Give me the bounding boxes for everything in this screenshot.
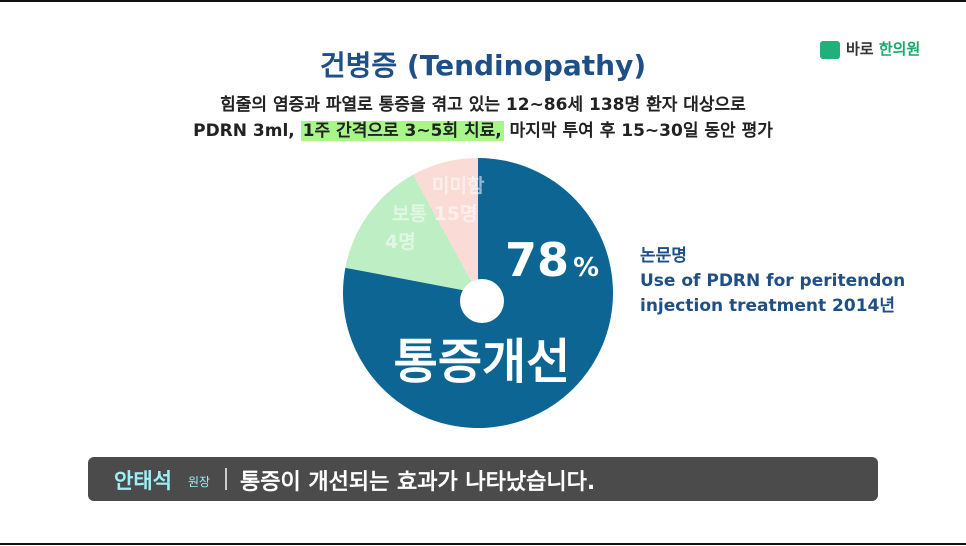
source: 논문명 Use of PDRN for peritendon injection… bbox=[640, 244, 905, 319]
value-number: 78 bbox=[505, 233, 569, 287]
logo-icon bbox=[820, 40, 840, 59]
subtitle-part: 마지막 투여 후 15~30일 동안 평가 bbox=[509, 121, 773, 141]
source-line: Use of PDRN for peritendon bbox=[640, 271, 906, 291]
chart-title: 건병증 (Tendinopathy) bbox=[319, 49, 647, 82]
subtitle: PDRN 3ml, 1주 간격으로 3~5회 치료, 마지막 투여 후 15~3… bbox=[0, 116, 966, 141]
pie-category-label: 보통 15명 bbox=[392, 203, 478, 225]
logo-brand: 바로 bbox=[846, 40, 874, 58]
separator bbox=[225, 468, 227, 490]
value-unit: % bbox=[573, 253, 599, 283]
subtitle-part: PDRN 3ml, bbox=[193, 121, 295, 141]
speaker: 안태석 bbox=[114, 469, 172, 493]
pie-slice bbox=[345, 174, 478, 293]
logo: 바로 한의원 bbox=[820, 38, 920, 59]
caption-bar: 안태석 원장 통증이 개선되는 효과가 나타났습니다. bbox=[88, 457, 878, 501]
speaker-role: 원장 bbox=[188, 475, 211, 489]
logo-name: 한의원 bbox=[878, 40, 921, 58]
frame-edge bbox=[0, 0, 966, 2]
pie-category-label: 미미함 bbox=[432, 175, 485, 197]
pie-category-label: 통증개선 bbox=[394, 334, 571, 390]
source-heading: 논문명 bbox=[640, 246, 687, 266]
caption-text: 통증이 개선되는 효과가 나타났습니다. bbox=[240, 470, 596, 495]
subtitle: 힘줄의 염증과 파열로 통증을 겪고 있는 12~86세 138명 환자 대상으… bbox=[220, 95, 746, 115]
pie-slice bbox=[412, 158, 478, 293]
source-line: injection treatment 2014년 bbox=[640, 296, 896, 316]
frame-edge bbox=[0, 543, 966, 545]
pie-hole bbox=[460, 279, 504, 323]
subtitle-highlight: 1주 간격으로 3~5회 치료, bbox=[300, 121, 504, 141]
pie-value-label: 78% bbox=[505, 233, 599, 287]
pie-count-label: 4명 bbox=[385, 231, 416, 253]
